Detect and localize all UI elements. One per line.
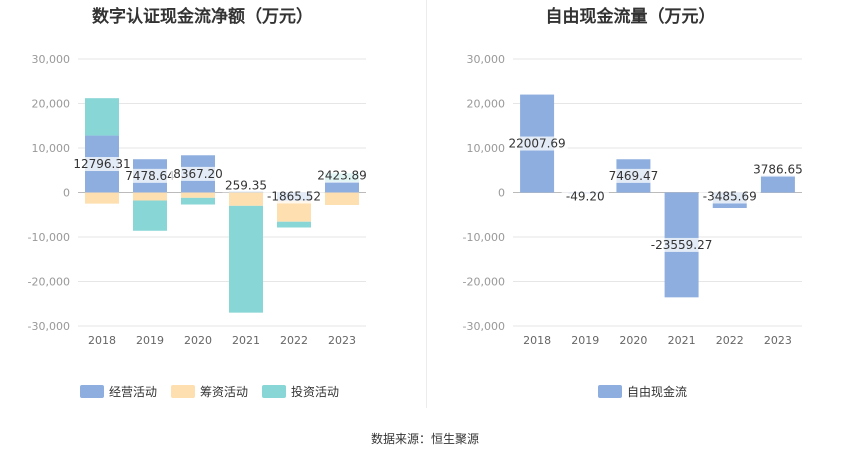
data-label-bg [263, 189, 325, 204]
data-label: 7478.64 [125, 169, 175, 183]
legend: 经营活动 筹资活动 投资活动 [80, 383, 353, 400]
data-label: 259.35 [225, 178, 267, 192]
data-label: -49.20 [566, 190, 605, 204]
x-tick-label: 2018 [523, 334, 551, 347]
y-tick-label: -10,000 [28, 231, 70, 244]
x-tick-label: 2022 [716, 334, 744, 347]
bar [760, 175, 795, 193]
data-label-bg [606, 168, 661, 183]
y-tick-label: 10,000 [467, 142, 506, 155]
data-label-bg [698, 189, 761, 204]
data-label-bg [647, 237, 716, 252]
legend-label: 自由现金流 [627, 385, 688, 399]
legend-label: 经营活动 [109, 385, 158, 399]
data-label-bg [170, 166, 226, 181]
legend-swatch [262, 385, 287, 398]
data-label-bg [314, 168, 370, 183]
bar [325, 181, 359, 193]
data-label: 22007.69 [508, 137, 565, 151]
y-tick-label: -30,000 [463, 320, 505, 333]
x-tick-label: 2022 [280, 334, 308, 347]
data-label: -3485.69 [703, 190, 757, 204]
bar [277, 221, 311, 228]
y-tick-label: -30,000 [28, 320, 70, 333]
legend-item[interactable]: 经营活动 [80, 383, 157, 400]
x-tick-label: 2021 [232, 334, 260, 347]
bar [277, 200, 311, 222]
data-label-bg [222, 178, 270, 193]
x-tick-label: 2018 [88, 334, 116, 347]
bar [133, 192, 167, 201]
bar [181, 192, 215, 198]
data-label-bg [561, 189, 609, 204]
legend-swatch [171, 385, 196, 398]
legend-swatch [80, 385, 104, 398]
chart-title: 数字认证现金流净额（万元） [92, 7, 313, 27]
y-tick-label: 0 [498, 187, 505, 200]
bar [229, 205, 263, 313]
chart-title: 自由现金流量（万元） [545, 7, 716, 27]
x-tick-label: 2019 [571, 334, 599, 347]
bar [133, 200, 167, 231]
bar [85, 98, 119, 136]
legend-item[interactable]: 筹资活动 [171, 383, 248, 400]
cashflow-net-chart-panel: 数字认证现金流净额（万元） 30,000 20,000 10,000 0 -10,000… [0, 0, 425, 420]
bar [229, 192, 263, 206]
data-label: 3786.65 [753, 163, 803, 177]
legend-swatch [598, 385, 622, 398]
y-tick-label: -20,000 [28, 276, 70, 289]
data-label-bg [122, 168, 178, 183]
x-tick-label: 2023 [328, 334, 356, 347]
data-label: 12796.31 [73, 157, 130, 171]
x-tick-label: 2021 [668, 334, 696, 347]
free-cashflow-chart-panel: 自由现金流量（万元） 30,000 20,000 10,000 0 -10,000 -20… [428, 0, 850, 420]
y-tick-label: 0 [63, 187, 70, 200]
bar [181, 197, 215, 205]
y-tick-label: 10,000 [32, 142, 71, 155]
legend-label: 投资活动 [291, 385, 340, 399]
legend-item[interactable]: 自由现金流 [598, 383, 687, 400]
data-label: 2423.89 [317, 169, 367, 183]
y-tick-label: 20,000 [467, 98, 506, 111]
bar [325, 192, 359, 205]
legend: 自由现金流 [598, 383, 701, 400]
data-label-bg [506, 136, 568, 151]
bar [85, 192, 119, 204]
y-tick-label: -20,000 [463, 276, 505, 289]
y-tick-label: 30,000 [467, 53, 506, 66]
free-cashflow-chart: 30,000 20,000 10,000 0 -10,000 -20,000 -30,000… [463, 53, 806, 347]
legend-item[interactable]: 投资活动 [262, 383, 339, 400]
data-label-bg [750, 162, 806, 177]
data-source: 数据来源：恒生聚源 [370, 432, 479, 446]
y-tick-label: 20,000 [32, 98, 71, 111]
cashflow-net-chart: 30,000 20,000 10,000 0 -10,000 -20,000 -30,000… [28, 53, 370, 347]
x-tick-label: 2019 [136, 334, 164, 347]
panel-divider [426, 0, 427, 408]
legend-label: 筹资活动 [200, 385, 249, 399]
x-tick-label: 2023 [764, 334, 792, 347]
y-tick-label: 30,000 [32, 53, 71, 66]
data-label-bg [71, 157, 133, 172]
data-label: 8367.20 [173, 167, 223, 181]
data-label: 7469.47 [609, 169, 659, 183]
data-label: -1865.52 [267, 190, 321, 204]
x-tick-label: 2020 [184, 334, 212, 347]
data-label: -23559.27 [651, 238, 713, 252]
y-tick-label: -10,000 [463, 231, 505, 244]
x-tick-label: 2020 [619, 334, 647, 347]
